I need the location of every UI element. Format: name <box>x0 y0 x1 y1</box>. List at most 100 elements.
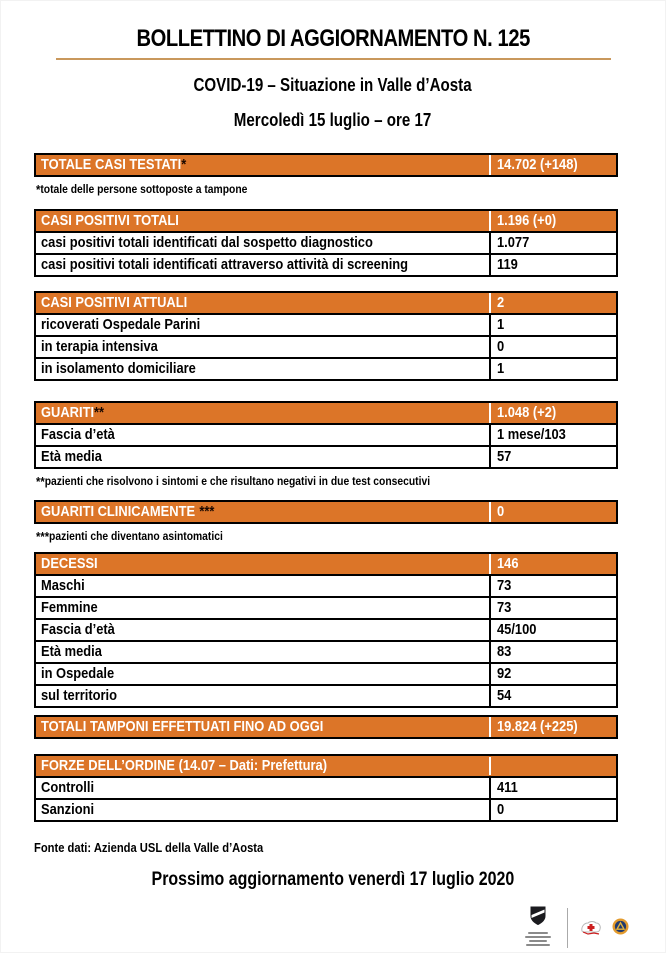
page-subtitle: COVID-19 – Situazione in Valle d’Aosta <box>193 75 473 95</box>
header-label-cell: TOTALI TAMPONI EFFETTUATI FINO AD OGGI <box>36 717 489 737</box>
header-value: 2 <box>497 294 505 311</box>
partner-logos <box>580 918 629 940</box>
header-label: GUARITI CLINICAMENTE <box>41 503 196 520</box>
row-label-cell: in isolamento domiciliare <box>36 359 489 379</box>
header-asterisk: * <box>181 156 187 173</box>
header-asterisk: ** <box>94 404 105 421</box>
table-decessi: DECESSI 146 Maschi 73 Femmine 73 Fascia … <box>34 552 618 708</box>
row-value-cell: 411 <box>489 778 616 798</box>
header-value-cell: 1.196 (+0) <box>489 211 616 231</box>
footnote-guariti-clinicamente: ***pazienti che diventano asintomatici <box>36 527 665 544</box>
row-label: Età media <box>41 448 102 465</box>
row-label: Femmine <box>41 599 98 616</box>
row-label-cell: in terapia intensiva <box>36 337 489 357</box>
protezione-civile-icon <box>612 918 629 940</box>
row-value: 92 <box>497 665 512 682</box>
row-label-cell: Controlli <box>36 778 489 798</box>
row-value-cell: 45/100 <box>489 620 616 640</box>
row-value-cell: 0 <box>489 337 616 357</box>
table-header-row: CASI POSITIVI ATTUALI 2 <box>36 293 616 313</box>
footnote-text: pazienti che risolvono i sintomi e che r… <box>44 474 431 488</box>
table-row: Maschi 73 <box>36 574 616 596</box>
row-label: Sanzioni <box>41 801 95 818</box>
row-label-cell: Sanzioni <box>36 800 489 820</box>
header-label: CASI POSITIVI ATTUALI <box>41 294 188 311</box>
header-label-cell: GUARITI** <box>36 403 489 423</box>
footnote-asterisk: ** <box>36 474 45 489</box>
logo-divider <box>567 908 568 948</box>
row-value: 54 <box>497 687 512 704</box>
header-label-cell: TOTALE CASI TESTATI* <box>36 155 489 175</box>
header-label: CASI POSITIVI TOTALI <box>41 212 179 229</box>
header-label: TOTALE CASI TESTATI <box>41 156 182 173</box>
table-header-row: GUARITI CLINICAMENTE *** 0 <box>36 502 616 522</box>
header-value-cell: 0 <box>489 502 616 522</box>
header-value: 14.702 (+148) <box>497 156 578 173</box>
table-guariti-clinicamente: GUARITI CLINICAMENTE *** 0 <box>34 500 618 524</box>
row-value-cell: 54 <box>489 686 616 706</box>
row-label-cell: ricoverati Ospedale Parini <box>36 315 489 335</box>
row-label: sul territorio <box>41 687 117 704</box>
footnote-text: pazienti che diventano asintomatici <box>49 529 223 543</box>
title-underline <box>55 58 611 60</box>
row-value-cell: 83 <box>489 642 616 662</box>
row-value-cell: 119 <box>489 255 616 275</box>
row-label-cell: sul territorio <box>36 686 489 706</box>
table-row: Fascia d’età 45/100 <box>36 618 616 640</box>
header-value-cell: 1.048 (+2) <box>489 403 616 423</box>
row-label: Controlli <box>41 779 95 796</box>
source-block: Fonte dati: Azienda USL della Valle d’Ao… <box>34 839 665 857</box>
row-label: casi positivi totali identificati dal so… <box>41 234 373 251</box>
row-label-cell: Maschi <box>36 576 489 596</box>
table-row: Femmine 73 <box>36 596 616 618</box>
row-value-cell: 1 mese/103 <box>489 425 616 445</box>
header-value: 0 <box>497 503 505 520</box>
title-block: BOLLETTINO DI AGGIORNAMENTO N. 125 <box>1 27 665 51</box>
table-tamponi: TOTALI TAMPONI EFFETTUATI FINO AD OGGI 1… <box>34 715 618 739</box>
table-row: Fascia d’età 1 mese/103 <box>36 423 616 445</box>
header-value: 19.824 (+225) <box>497 718 578 735</box>
table-header-row: TOTALE CASI TESTATI* 14.702 (+148) <box>36 155 616 175</box>
table-row: sul territorio 54 <box>36 684 616 706</box>
row-value-cell: 57 <box>489 447 616 467</box>
header-label-cell: CASI POSITIVI TOTALI <box>36 211 489 231</box>
table-row: ricoverati Ospedale Parini 1 <box>36 313 616 335</box>
header-label-cell: CASI POSITIVI ATTUALI <box>36 293 489 313</box>
row-value: 1 <box>497 316 505 333</box>
table-row: casi positivi totali identificati dal so… <box>36 231 616 253</box>
footer-logos <box>1 906 665 948</box>
row-label: casi positivi totali identificati attrav… <box>41 256 409 273</box>
row-value: 0 <box>497 338 505 355</box>
row-value: 119 <box>497 256 518 273</box>
row-value-cell: 73 <box>489 598 616 618</box>
row-label-cell: Fascia d’età <box>36 620 489 640</box>
row-value: 1.077 <box>497 234 530 251</box>
valle-daosta-crest-logo <box>521 906 555 946</box>
footnote-text: totale delle persone sottoposte a tampon… <box>40 182 248 196</box>
row-label-cell: casi positivi totali identificati attrav… <box>36 255 489 275</box>
row-label-cell: Fascia d’età <box>36 425 489 445</box>
row-value: 73 <box>497 599 512 616</box>
table-row: in terapia intensiva 0 <box>36 335 616 357</box>
row-label: Fascia d’età <box>41 621 115 638</box>
row-label: Fascia d’età <box>41 426 115 443</box>
row-value-cell: 1.077 <box>489 233 616 253</box>
table-header-row: TOTALI TAMPONI EFFETTUATI FINO AD OGGI 1… <box>36 717 616 737</box>
footnote-asterisk: *** <box>36 529 50 544</box>
header-label: TOTALI TAMPONI EFFETTUATI FINO AD OGGI <box>41 718 324 735</box>
row-label-cell: in Ospedale <box>36 664 489 684</box>
row-label-cell: Età media <box>36 447 489 467</box>
table-header-row: DECESSI 146 <box>36 554 616 574</box>
row-value-cell: 1 <box>489 359 616 379</box>
crest-caption-lines <box>525 932 551 946</box>
row-value-cell: 73 <box>489 576 616 596</box>
row-label: in isolamento domiciliare <box>41 360 196 377</box>
header-value-cell: 14.702 (+148) <box>489 155 616 175</box>
header-label: DECESSI <box>41 555 98 572</box>
table-row: Sanzioni 0 <box>36 798 616 820</box>
table-row: Età media 83 <box>36 640 616 662</box>
row-value: 0 <box>497 801 505 818</box>
row-value: 1 mese/103 <box>497 426 566 443</box>
datetime-block: Mercoledì 15 luglio – ore 17 <box>1 111 665 131</box>
row-value: 57 <box>497 448 512 465</box>
